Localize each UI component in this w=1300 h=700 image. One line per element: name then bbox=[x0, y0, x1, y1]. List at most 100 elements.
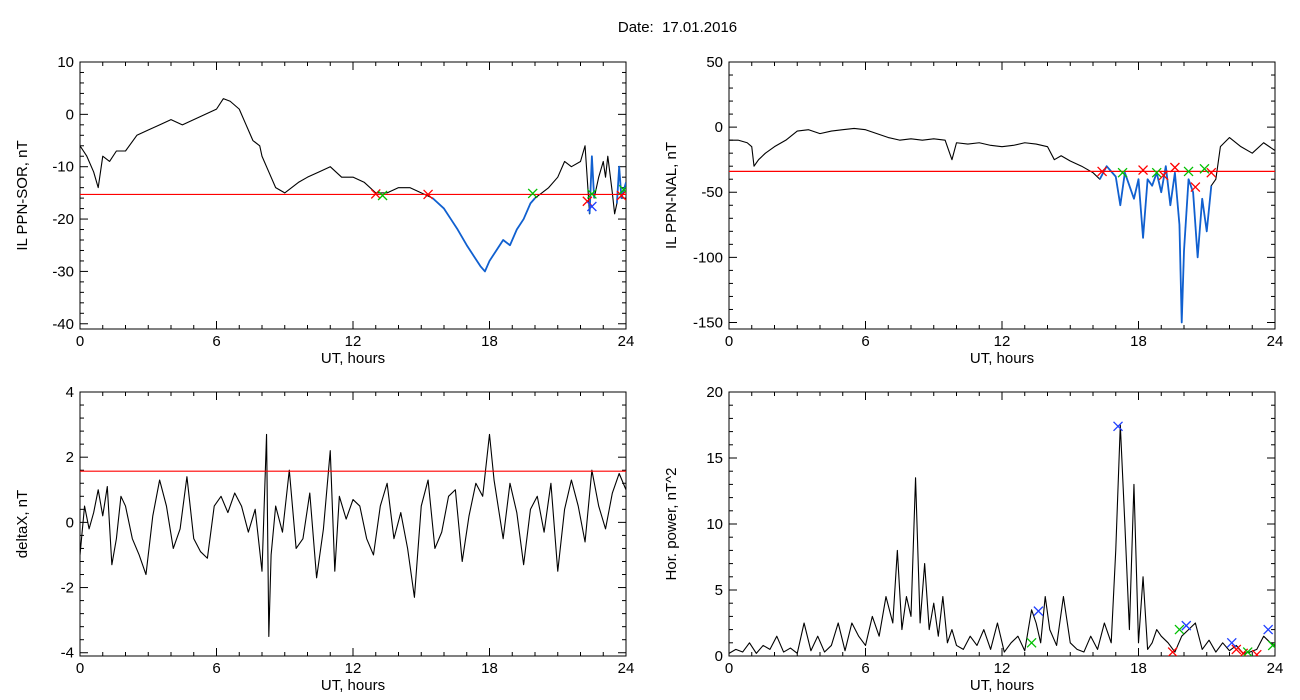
marker-stroke bbox=[1151, 167, 1162, 178]
marker-red bbox=[1206, 167, 1217, 178]
marker-red bbox=[1231, 644, 1242, 655]
x-tick-label: 18 bbox=[1130, 333, 1147, 350]
marker-stroke bbox=[1169, 162, 1180, 173]
series-line bbox=[80, 98, 626, 272]
marker-stroke bbox=[1138, 165, 1149, 176]
x-tick-label: 24 bbox=[1267, 660, 1284, 677]
y-tick-label: 10 bbox=[57, 54, 74, 71]
marker-stroke bbox=[1226, 637, 1237, 648]
x-tick-label: 24 bbox=[618, 333, 635, 350]
y-tick-label: 4 bbox=[66, 384, 74, 401]
series-line bbox=[80, 433, 626, 637]
marker-blue bbox=[1033, 606, 1044, 617]
plot-area bbox=[729, 421, 1275, 656]
y-tick-label: 0 bbox=[715, 648, 723, 665]
marker-green bbox=[1174, 624, 1185, 635]
marker-green bbox=[1267, 640, 1275, 651]
marker-stroke bbox=[1167, 647, 1178, 656]
marker-stroke bbox=[1231, 644, 1242, 655]
y-tick-label: 0 bbox=[66, 106, 74, 123]
y-tick-label: 5 bbox=[715, 582, 723, 599]
y-axis-label: Hor. power, nT^2 bbox=[663, 468, 680, 581]
y-tick-label: 0 bbox=[715, 119, 723, 136]
marker-blue bbox=[1113, 421, 1123, 432]
marker-stroke bbox=[1242, 647, 1253, 656]
marker-green bbox=[1183, 166, 1194, 177]
marker-stroke bbox=[1206, 167, 1217, 178]
marker-red bbox=[616, 190, 626, 201]
marker-green bbox=[1151, 167, 1162, 178]
marker-red bbox=[1169, 162, 1180, 173]
plot-frame bbox=[728, 391, 1276, 657]
plot-area bbox=[729, 127, 1275, 324]
marker-stroke bbox=[1190, 182, 1201, 192]
marker-stroke bbox=[616, 190, 626, 201]
y-axis-label: deltaX, nT bbox=[14, 490, 31, 558]
marker-stroke bbox=[582, 196, 593, 207]
marker-green bbox=[586, 188, 597, 199]
marker-stroke bbox=[1263, 624, 1274, 635]
y-tick-label: -50 bbox=[701, 184, 723, 201]
x-tick-label: 18 bbox=[481, 333, 498, 350]
series-line bbox=[729, 127, 1275, 324]
marker-stroke bbox=[527, 188, 538, 199]
marker-stroke bbox=[1254, 649, 1262, 656]
x-tick-label: 18 bbox=[481, 660, 498, 677]
marker-stroke bbox=[1158, 170, 1169, 181]
marker-red bbox=[1167, 647, 1178, 656]
marker-blue bbox=[586, 201, 597, 212]
marker-stroke bbox=[1199, 163, 1210, 174]
marker-stroke bbox=[586, 188, 597, 199]
y-tick-label: -150 bbox=[693, 314, 723, 331]
panel-hor-power: 0 6 12 18 24 20 15 10 5 0 UT, hours Hor. power, nT^… bbox=[663, 384, 1283, 694]
x-tick-label: 6 bbox=[861, 660, 869, 677]
plot-frame bbox=[79, 391, 627, 657]
x-tick-label: 6 bbox=[212, 333, 220, 350]
marker-stroke bbox=[618, 186, 626, 195]
panel-ppn-sor: 0 6 12 18 24 10 0 -10 -20 -30 -40 UT, hours IL PPN-S… bbox=[14, 54, 634, 367]
x-tick-label: 12 bbox=[345, 660, 362, 677]
marker-green bbox=[1026, 637, 1037, 648]
marker-green bbox=[1199, 163, 1210, 174]
marker-green bbox=[1242, 647, 1253, 656]
x-axis-label: UT, hours bbox=[321, 677, 385, 694]
x-tick-label: 12 bbox=[994, 660, 1011, 677]
marker-stroke bbox=[1267, 642, 1275, 651]
marker-stroke bbox=[1183, 166, 1194, 177]
marker-red bbox=[1190, 182, 1201, 192]
x-tick-label: 6 bbox=[861, 333, 869, 350]
marker-blue bbox=[1226, 637, 1237, 648]
y-tick-label: -30 bbox=[52, 263, 74, 280]
panel-deltax: 0 6 12 18 24 4 2 0 -2 -4 UT, hours deltaX, nT bbox=[14, 384, 634, 694]
y-tick-label: 2 bbox=[66, 449, 74, 466]
y-tick-label: 50 bbox=[706, 54, 723, 71]
marker-stroke bbox=[1097, 166, 1108, 177]
highlight-segment bbox=[432, 197, 536, 273]
marker-red bbox=[1158, 170, 1169, 181]
date-label: Date: bbox=[617, 19, 654, 36]
x-tick-label: 0 bbox=[76, 660, 84, 677]
y-tick-label: -4 bbox=[61, 645, 74, 662]
plot-frame bbox=[79, 61, 627, 330]
date-value: 17.01.2016 bbox=[662, 19, 738, 36]
x-tick-label: 12 bbox=[345, 333, 362, 350]
y-tick-label: -2 bbox=[61, 580, 74, 597]
x-axis-label: UT, hours bbox=[970, 677, 1034, 694]
x-tick-label: 12 bbox=[994, 333, 1011, 350]
page-title: Date: 17.01.2016 bbox=[0, 19, 1300, 36]
marker-stroke bbox=[1117, 167, 1128, 178]
y-tick-label: -100 bbox=[693, 249, 723, 266]
y-axis-label: IL PPN-SOR, nT bbox=[14, 140, 31, 250]
x-tick-label: 6 bbox=[212, 660, 220, 677]
marker-red bbox=[1097, 166, 1108, 177]
series-line bbox=[729, 424, 1275, 654]
marker-green bbox=[1117, 167, 1128, 178]
panel-ppn-nal: 0 6 12 18 24 50 0 -50 -100 -150 UT, hours IL PPN-NA… bbox=[663, 54, 1283, 367]
highlight-segment bbox=[1099, 165, 1213, 324]
marker-blue bbox=[1263, 624, 1274, 635]
plot-area bbox=[80, 98, 626, 273]
marker-stroke bbox=[586, 201, 597, 212]
x-tick-label: 24 bbox=[1267, 333, 1284, 350]
x-tick-label: 0 bbox=[725, 660, 733, 677]
marker-green bbox=[618, 184, 626, 195]
